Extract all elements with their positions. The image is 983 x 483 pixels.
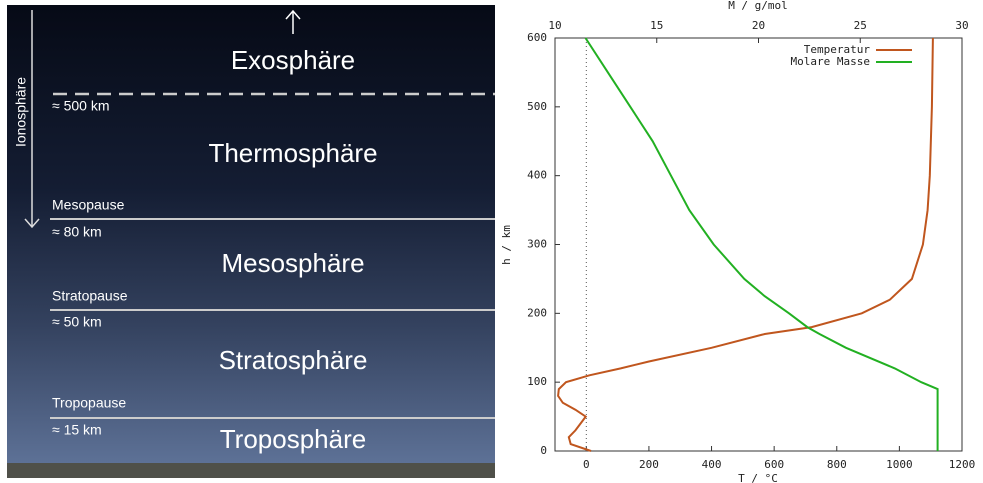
- altitude-label: ≈ 80 km: [52, 224, 102, 240]
- y-tick-label: 600: [527, 31, 547, 44]
- layer-label: Thermosphäre: [208, 138, 377, 168]
- series-line: [557, 37, 934, 452]
- legend-label: Temperatur: [804, 43, 871, 56]
- x2-tick-label: 20: [752, 19, 765, 32]
- x2-axis-title: M / g/mol: [728, 0, 788, 12]
- ground: [7, 463, 495, 478]
- sky: [7, 5, 495, 463]
- y-tick-label: 100: [527, 375, 547, 388]
- x2-tick-label: 30: [955, 19, 968, 32]
- layer-label: Stratosphäre: [219, 345, 368, 375]
- x2-tick-label: 10: [548, 19, 561, 32]
- series-line: [584, 37, 939, 451]
- layer-label: Mesosphäre: [221, 248, 364, 278]
- boundary-name: Tropopause: [52, 395, 126, 411]
- y-tick-label: 200: [527, 306, 547, 319]
- x-tick-label: 0: [583, 458, 590, 471]
- y-tick-label: 500: [527, 100, 547, 113]
- y-tick-label: 400: [527, 169, 547, 182]
- plot-frame: [554, 37, 963, 452]
- layer-label: Exosphäre: [231, 45, 355, 75]
- atmosphere-diagram: Ionosphäre Exosphäre Thermosphäre Mesosp…: [7, 5, 495, 478]
- x2-tick-label: 15: [650, 19, 663, 32]
- x-axis-title: T / °C: [738, 472, 778, 483]
- legend-label: Molare Masse: [791, 55, 870, 68]
- x-tick-label: 400: [702, 458, 722, 471]
- boundary-name: Stratopause: [52, 288, 128, 304]
- x-tick-label: 1000: [886, 458, 913, 471]
- x-tick-label: 200: [639, 458, 659, 471]
- y-tick-label: 300: [527, 238, 547, 251]
- x-tick-label: 1200: [949, 458, 976, 471]
- altitude-label: ≈ 500 km: [52, 98, 109, 114]
- x2-tick-label: 25: [854, 19, 867, 32]
- boundary-name: Mesopause: [52, 197, 125, 213]
- y-axis-title: h / km: [500, 225, 513, 265]
- chart: M / g/mol T / °C h / km 0100200300400500…: [500, 0, 975, 483]
- up-arrow-head: [285, 9, 301, 20]
- ionosphere-label: Ionosphäre: [13, 77, 29, 147]
- y-tick-label: 0: [540, 444, 547, 457]
- altitude-label: ≈ 15 km: [52, 422, 102, 438]
- x-tick-label: 600: [764, 458, 784, 471]
- x-tick-label: 800: [827, 458, 847, 471]
- layer-label: Troposphäre: [220, 424, 366, 454]
- altitude-label: ≈ 50 km: [52, 314, 102, 330]
- ionosphere-arrow-head: [24, 218, 40, 229]
